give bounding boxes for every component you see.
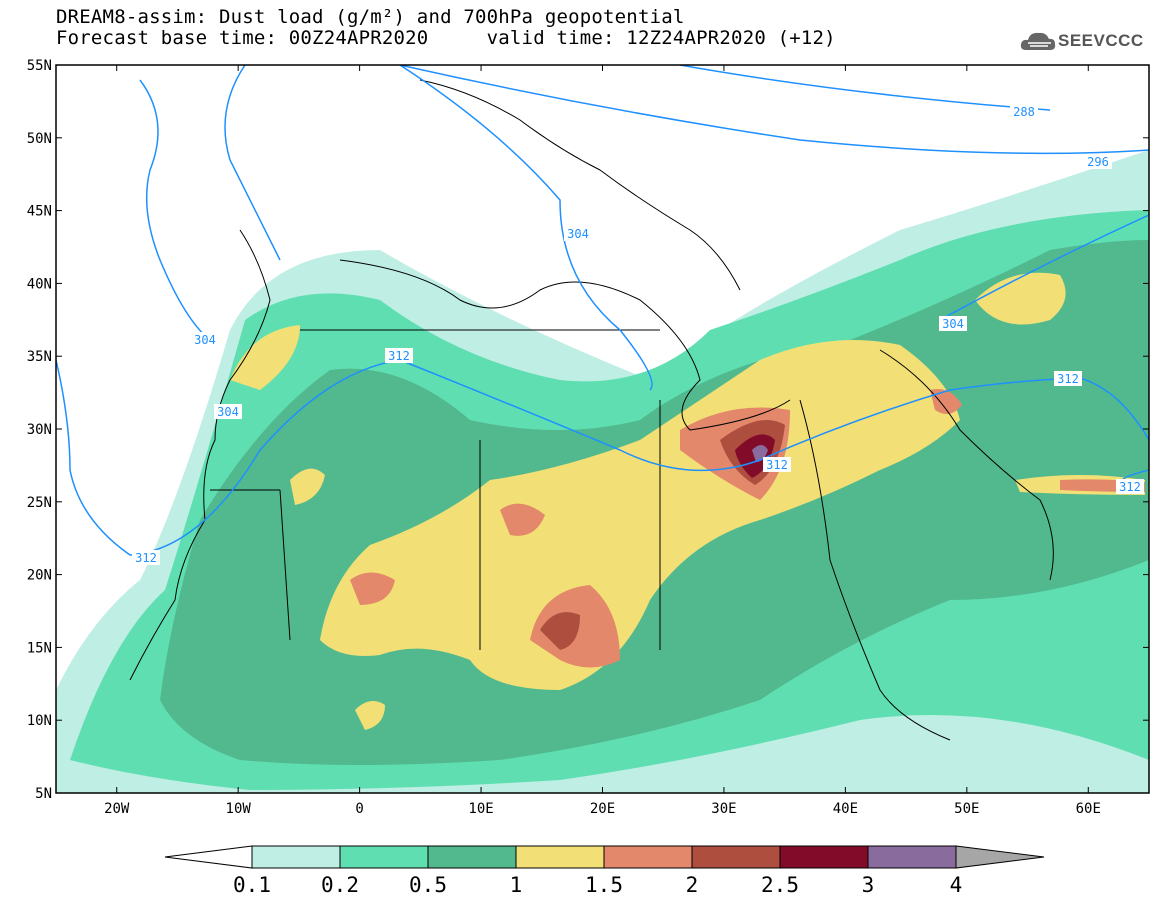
logo-text: SEEVCCC bbox=[1058, 31, 1144, 50]
contour-label: 312 bbox=[766, 458, 788, 472]
dust-level-1.5 bbox=[930, 389, 962, 414]
colorbar-tick-label: 2 bbox=[686, 873, 699, 897]
lat-tick-label: 50N bbox=[27, 131, 52, 147]
contour-label-bg bbox=[1010, 104, 1038, 119]
forecast-time: Forecast base time: 00Z24APR2020 valid t… bbox=[56, 27, 836, 49]
contour-label: 288 bbox=[1013, 105, 1035, 119]
colorbar-tick-label: 1.5 bbox=[585, 873, 623, 897]
contour-label-bg bbox=[1116, 479, 1144, 494]
colorbar-swatch bbox=[779, 845, 869, 869]
dust-level-1 bbox=[230, 325, 300, 390]
dust-level-1 bbox=[975, 272, 1066, 325]
dust-level-2 bbox=[540, 612, 580, 650]
lon-tick-label: 10W bbox=[226, 801, 252, 817]
contour-label-bg bbox=[214, 404, 242, 419]
contour-label-bg bbox=[1084, 154, 1112, 169]
colorbar-tick-label: 0.1 bbox=[233, 873, 271, 897]
colorbar-swatch bbox=[603, 845, 693, 869]
lon-tick-label: 50E bbox=[954, 801, 979, 817]
contour-label: 304 bbox=[942, 317, 964, 331]
colorbar-swatch bbox=[691, 845, 781, 869]
coastlines bbox=[129, 79, 1054, 741]
lat-tick-label: 55N bbox=[27, 58, 52, 74]
lat-tick-label: 25N bbox=[27, 495, 52, 511]
contour-label: 304 bbox=[194, 333, 216, 347]
lat-tick-label: 15N bbox=[27, 640, 52, 656]
contour-label: 304 bbox=[567, 227, 589, 241]
contour-labels: 288 296 304 304 304 304 312 312 312 312 312 bbox=[132, 104, 1144, 565]
colorbar-low-arrow bbox=[164, 845, 253, 869]
contour-label: 312 bbox=[135, 551, 157, 565]
lat-tick-label: 35N bbox=[27, 349, 52, 365]
lat-tick-label: 10N bbox=[27, 713, 52, 729]
contour-label: 296 bbox=[1087, 155, 1109, 169]
cloud-icon bbox=[1020, 32, 1056, 50]
dust-level-1.5 bbox=[350, 572, 395, 605]
contour-label-bg bbox=[763, 457, 791, 472]
dust-level-1.5 bbox=[500, 503, 545, 536]
lon-tick-label: 0 bbox=[355, 801, 363, 817]
contour-label: 304 bbox=[217, 405, 239, 419]
contour-label-bg bbox=[191, 332, 219, 347]
lat-tick-label: 5N bbox=[35, 786, 52, 802]
contour-label-bg bbox=[385, 348, 413, 363]
map-axes: 20W 10W 0 10E 20E 30E 40E 50E 60E 55N 50N 45N 40N 35N… bbox=[27, 58, 1149, 817]
lon-tick-label: 20W bbox=[104, 801, 130, 817]
lon-tick-label: 30E bbox=[711, 801, 736, 817]
colorbar-high-arrow bbox=[955, 845, 1045, 869]
colorbar-swatch bbox=[339, 845, 429, 869]
colorbar-tick-label: 0.2 bbox=[321, 873, 359, 897]
contour-label-bg bbox=[939, 316, 967, 331]
lon-tick-label: 20E bbox=[590, 801, 615, 817]
lat-tick-label: 45N bbox=[27, 204, 52, 220]
colorbar-tick-label: 4 bbox=[950, 873, 963, 897]
colorbar-tick-label: 3 bbox=[862, 873, 875, 897]
geopotential-contours bbox=[56, 65, 1149, 556]
dust-field bbox=[56, 65, 1149, 793]
colorbar-swatch bbox=[427, 845, 517, 869]
lon-tick-label: 10E bbox=[468, 801, 493, 817]
colorbar-tick-label: 0.5 bbox=[409, 873, 447, 897]
lon-tick-label: 60E bbox=[1076, 801, 1101, 817]
colorbar-swatch bbox=[515, 845, 605, 869]
contour-label-bg bbox=[564, 226, 592, 241]
colorbar-tick-label: 2.5 bbox=[761, 873, 799, 897]
colorbar-tick-label: 1 bbox=[510, 873, 523, 897]
contour-label: 312 bbox=[1119, 480, 1141, 494]
colorbar-swatch bbox=[251, 845, 341, 869]
lat-tick-label: 40N bbox=[27, 276, 52, 292]
contour-label: 312 bbox=[1057, 372, 1079, 386]
lat-tick-label: 30N bbox=[27, 422, 52, 438]
contour-label-bg bbox=[1054, 371, 1082, 386]
contour-label-bg bbox=[132, 550, 160, 565]
lat-tick-label: 20N bbox=[27, 568, 52, 584]
colorbar-swatch bbox=[867, 845, 957, 869]
contour-label: 312 bbox=[388, 349, 410, 363]
dust-level-1 bbox=[290, 468, 325, 505]
chart-title: DREAM8-assim: Dust load (g/m²) and 700hP… bbox=[56, 6, 685, 28]
lon-tick-label: 40E bbox=[833, 801, 858, 817]
dust-level-1 bbox=[355, 701, 385, 730]
